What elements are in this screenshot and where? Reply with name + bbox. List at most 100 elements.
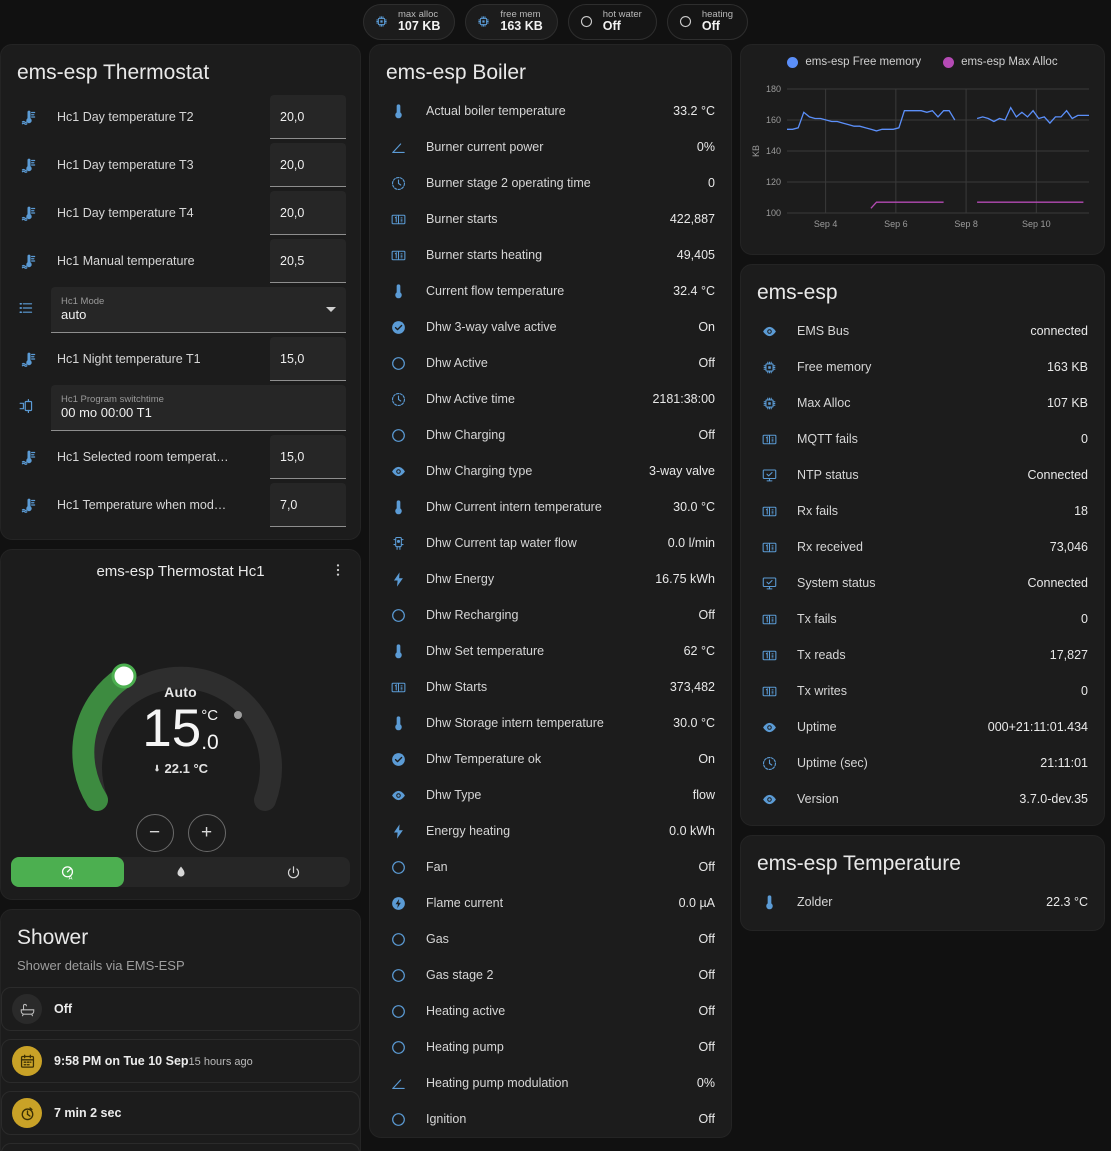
entity-value[interactable]: Off bbox=[698, 1112, 715, 1126]
entity-row[interactable]: Fan Off bbox=[370, 849, 731, 885]
entity-value[interactable]: 17,827 bbox=[1049, 648, 1088, 662]
entity-value[interactable]: 33.2 °C bbox=[673, 104, 715, 118]
entity-value[interactable]: 107 KB bbox=[1046, 396, 1088, 410]
hvac-mode-auto-button[interactable]: A bbox=[11, 857, 124, 887]
entity-row[interactable]: Burner starts 422,887 bbox=[370, 201, 731, 237]
number-input[interactable]: 15,0 bbox=[270, 337, 346, 381]
more-vert-icon[interactable] bbox=[330, 562, 346, 583]
entity-value[interactable]: 30.0 °C bbox=[673, 716, 715, 730]
entity-row[interactable]: Heating pump Off bbox=[370, 1029, 731, 1065]
entity-value[interactable]: 0% bbox=[696, 1076, 715, 1090]
entity-row[interactable]: Zolder 22.3 °C bbox=[741, 884, 1104, 920]
entity-value[interactable]: 3-way valve bbox=[649, 464, 715, 478]
entity-row[interactable]: Gas Off bbox=[370, 921, 731, 957]
entity-value[interactable]: 30.0 °C bbox=[673, 500, 715, 514]
entity-row[interactable]: Uptime 000+21:11:01.434 bbox=[741, 709, 1104, 745]
shower-footer-row[interactable] bbox=[1, 1143, 360, 1151]
entity-row[interactable]: Dhw Current tap water flow 0.0 l/min bbox=[370, 525, 731, 561]
entity-row[interactable]: NTP status Connected bbox=[741, 457, 1104, 493]
dial-arc[interactable] bbox=[51, 592, 311, 842]
entity-row[interactable]: Free memory 163 KB bbox=[741, 349, 1104, 385]
entity-value[interactable]: 32.4 °C bbox=[673, 284, 715, 298]
entity-value[interactable]: 18 bbox=[1074, 504, 1088, 518]
entity-value[interactable]: 21:11:01 bbox=[1040, 756, 1088, 770]
entity-row[interactable]: Dhw Temperature ok On bbox=[370, 741, 731, 777]
entity-value[interactable]: 0.0 kWh bbox=[669, 824, 715, 838]
entity-value[interactable]: Connected bbox=[1027, 468, 1088, 482]
entity-value[interactable]: 2181:38:00 bbox=[652, 392, 715, 406]
entity-value[interactable]: 422,887 bbox=[669, 212, 715, 226]
entity-row[interactable]: Burner stage 2 operating time 0 bbox=[370, 165, 731, 201]
entity-row[interactable]: Gas stage 2 Off bbox=[370, 957, 731, 993]
entity-value[interactable]: 0 bbox=[1081, 684, 1088, 698]
entity-row[interactable]: Rx fails 18 bbox=[741, 493, 1104, 529]
shower-row[interactable]: Off bbox=[1, 987, 360, 1031]
entity-value[interactable]: 49,405 bbox=[676, 248, 715, 262]
entity-row[interactable]: Burner starts heating 49,405 bbox=[370, 237, 731, 273]
chip-free-mem[interactable]: free mem 163 KB bbox=[465, 4, 558, 40]
entity-value[interactable]: Off bbox=[698, 608, 715, 622]
entity-value[interactable]: 0 bbox=[1081, 432, 1088, 446]
entity-value[interactable]: connected bbox=[1030, 324, 1088, 338]
entity-row[interactable]: Dhw Current intern temperature 30.0 °C bbox=[370, 489, 731, 525]
entity-row[interactable]: Dhw Type flow bbox=[370, 777, 731, 813]
entity-value[interactable]: 0 bbox=[1081, 612, 1088, 626]
number-input[interactable]: 20,0 bbox=[270, 95, 346, 139]
entity-row[interactable]: Version 3.7.0-dev.35 bbox=[741, 781, 1104, 817]
number-input[interactable]: 20,0 bbox=[270, 191, 346, 235]
entity-value[interactable]: 0.0 l/min bbox=[667, 536, 715, 550]
entity-row[interactable]: Actual boiler temperature 33.2 °C bbox=[370, 93, 731, 129]
entity-value[interactable]: 0 bbox=[708, 176, 715, 190]
mode-select[interactable]: Hc1 Mode auto bbox=[51, 287, 346, 333]
entity-row[interactable]: MQTT fails 0 bbox=[741, 421, 1104, 457]
entity-row[interactable]: Burner current power 0% bbox=[370, 129, 731, 165]
hvac-mode-off-button[interactable] bbox=[237, 857, 350, 887]
entity-row[interactable]: Dhw Set temperature 62 °C bbox=[370, 633, 731, 669]
entity-value[interactable]: 373,482 bbox=[669, 680, 715, 694]
legend-item[interactable]: ems-esp Free memory bbox=[787, 56, 921, 68]
entity-row[interactable]: Dhw Recharging Off bbox=[370, 597, 731, 633]
entity-value[interactable]: 0% bbox=[696, 140, 715, 154]
entity-value[interactable]: Connected bbox=[1027, 576, 1088, 590]
entity-row[interactable]: System status Connected bbox=[741, 565, 1104, 601]
entity-value[interactable]: On bbox=[698, 320, 715, 334]
entity-value[interactable]: Off bbox=[698, 356, 715, 370]
entity-value[interactable]: flow bbox=[692, 788, 715, 802]
entity-row[interactable]: Heating pump modulation 0% bbox=[370, 1065, 731, 1101]
entity-row[interactable]: Uptime (sec) 21:11:01 bbox=[741, 745, 1104, 781]
entity-value[interactable]: 163 KB bbox=[1046, 360, 1088, 374]
shower-row[interactable]: 7 min 2 sec bbox=[1, 1091, 360, 1135]
entity-row[interactable]: EMS Bus connected bbox=[741, 313, 1104, 349]
entity-row[interactable]: Energy heating 0.0 kWh bbox=[370, 813, 731, 849]
entity-value[interactable]: Off bbox=[698, 1040, 715, 1054]
temperature-increase-button[interactable]: + bbox=[187, 814, 226, 852]
hvac-mode-heat-button[interactable] bbox=[124, 857, 237, 887]
chip-hot-water[interactable]: hot water Off bbox=[567, 4, 657, 40]
entity-value[interactable]: Off bbox=[698, 860, 715, 874]
entity-row[interactable]: Dhw Starts 373,482 bbox=[370, 669, 731, 705]
entity-row[interactable]: Dhw Active Off bbox=[370, 345, 731, 381]
entity-value[interactable]: 000+21:11:01.434 bbox=[987, 720, 1088, 734]
number-input[interactable]: 7,0 bbox=[270, 483, 346, 527]
entity-row[interactable]: Dhw 3-way valve active On bbox=[370, 309, 731, 345]
entity-row[interactable]: Max Alloc 107 KB bbox=[741, 385, 1104, 421]
entity-value[interactable]: Off bbox=[698, 1004, 715, 1018]
entity-value[interactable]: On bbox=[698, 752, 715, 766]
text-input[interactable]: Hc1 Program switchtime 00 mo 00:00 T1 bbox=[51, 385, 346, 431]
entity-row[interactable]: Tx writes 0 bbox=[741, 673, 1104, 709]
chip-max-alloc[interactable]: max alloc 107 KB bbox=[362, 4, 456, 40]
entity-row[interactable]: Flame current 0.0 µA bbox=[370, 885, 731, 921]
entity-row[interactable]: Dhw Storage intern temperature 30.0 °C bbox=[370, 705, 731, 741]
entity-value[interactable]: Off bbox=[698, 428, 715, 442]
entity-value[interactable]: 62 °C bbox=[683, 644, 715, 658]
chip-heating[interactable]: heating Off bbox=[666, 4, 749, 40]
entity-row[interactable]: Ignition Off bbox=[370, 1101, 731, 1137]
entity-value[interactable]: 16.75 kWh bbox=[655, 572, 715, 586]
entity-value[interactable]: Off bbox=[698, 932, 715, 946]
entity-row[interactable]: Rx received 73,046 bbox=[741, 529, 1104, 565]
entity-row[interactable]: Tx fails 0 bbox=[741, 601, 1104, 637]
entity-row[interactable]: Dhw Energy 16.75 kWh bbox=[370, 561, 731, 597]
entity-row[interactable]: Tx reads 17,827 bbox=[741, 637, 1104, 673]
entity-row[interactable]: Heating active Off bbox=[370, 993, 731, 1029]
memory-chart[interactable]: 100 120 140 160 180 Sep 4 Sep 6 Sep 8 Sep 10 KB bbox=[745, 79, 1098, 244]
